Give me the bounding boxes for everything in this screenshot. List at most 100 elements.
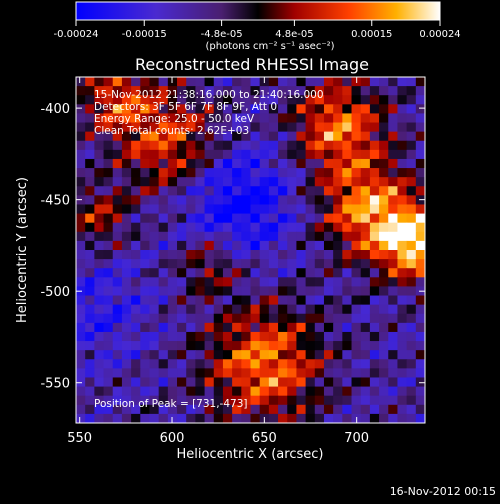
heatmap-cell [121, 195, 132, 206]
heatmap-cell [360, 158, 371, 169]
heatmap-cell [388, 113, 399, 124]
heatmap-cell [415, 395, 425, 406]
heatmap-cell [369, 395, 380, 406]
heatmap-cell [204, 259, 215, 269]
heatmap-cell [287, 377, 298, 388]
heatmap-cell [177, 177, 187, 187]
heatmap-cell [406, 95, 417, 105]
heatmap-cell [232, 149, 242, 160]
heatmap-cell [278, 122, 288, 133]
heatmap-cell [94, 113, 105, 124]
heatmap-cell [250, 368, 261, 379]
heatmap-cell [314, 368, 325, 379]
heatmap-cell [415, 250, 425, 260]
heatmap-cell [158, 77, 169, 87]
heatmap-cell [259, 350, 270, 360]
heatmap-cell [351, 386, 362, 397]
colorbar-tick-label: -0.00024 [54, 29, 99, 40]
heatmap-cell [406, 350, 417, 360]
heatmap-cell [278, 131, 288, 142]
heatmap-cell [140, 168, 151, 178]
heatmap-cell [121, 313, 132, 324]
heatmap-cell [379, 322, 389, 333]
heatmap-cell [76, 259, 86, 269]
heatmap-cell [158, 304, 169, 315]
heatmap-cell [204, 168, 215, 178]
heatmap-cell [103, 122, 114, 133]
heatmap-cell [121, 222, 132, 233]
heatmap-cell [195, 350, 206, 360]
heatmap-cell [379, 277, 389, 288]
heatmap-cell [186, 295, 196, 306]
heatmap-cell [121, 240, 132, 251]
heatmap-cell [342, 213, 353, 224]
heatmap-cell [250, 158, 261, 169]
heatmap-cell [287, 368, 298, 379]
heatmap-cell [241, 149, 252, 160]
heatmap-cell [76, 313, 86, 324]
heatmap-cell [397, 413, 408, 423]
heatmap-cell [369, 86, 380, 96]
heatmap-cell [213, 377, 224, 388]
heatmap-cell [103, 149, 114, 160]
heatmap-cell [131, 86, 141, 96]
heatmap-cell [268, 313, 279, 324]
heatmap-cell [360, 295, 371, 306]
heatmap-cell [103, 213, 114, 224]
heatmap-cell [232, 240, 242, 251]
heatmap-cell [186, 240, 196, 251]
heatmap-cell [140, 341, 151, 351]
heatmap-cell [131, 231, 141, 242]
heatmap-cell [369, 231, 380, 242]
annotation-detectors: Detectors: 3F 5F 6F 7F 8F 9F, Att 0 [94, 101, 277, 113]
heatmap-cell [379, 140, 389, 151]
heatmap-cell [140, 359, 151, 369]
heatmap-cell [121, 95, 132, 105]
heatmap-cell [342, 104, 353, 115]
heatmap-cell [397, 77, 408, 87]
heatmap-cell [76, 122, 86, 133]
heatmap-cell [186, 168, 196, 178]
heatmap-cell [76, 386, 86, 397]
heatmap-cell [369, 368, 380, 379]
heatmap-cell [167, 331, 178, 342]
heatmap-cell [94, 295, 105, 306]
heatmap-cell [351, 304, 362, 315]
heatmap-cell [287, 186, 298, 196]
heatmap-cell [287, 168, 298, 178]
heatmap-cell [131, 195, 141, 206]
heatmap-cell [287, 295, 298, 306]
heatmap-cell [397, 140, 408, 151]
heatmap-cell [131, 186, 141, 196]
heatmap-cell [131, 204, 141, 215]
heatmap-cell [158, 222, 169, 233]
heatmap-cell [195, 404, 206, 415]
heatmap-cell [213, 259, 224, 269]
heatmap-cell [204, 350, 215, 360]
heatmap-cell [232, 213, 242, 224]
heatmap-cell [379, 395, 389, 406]
heatmap-cell [415, 213, 425, 224]
heatmap-cell [167, 204, 178, 215]
heatmap-cell [314, 386, 325, 397]
heatmap-cell [314, 322, 325, 333]
heatmap-cell [415, 240, 425, 251]
y-tick-label: -550 [40, 377, 70, 392]
heatmap-cell [112, 377, 123, 388]
heatmap-cell [241, 204, 252, 215]
heatmap-cell [167, 113, 178, 124]
heatmap-cell [296, 295, 307, 306]
heatmap-cell [195, 86, 206, 96]
heatmap-cell [305, 131, 316, 142]
heatmap-cell [314, 377, 325, 388]
heatmap-cell [323, 341, 334, 351]
heatmap-cell [369, 177, 380, 187]
heatmap-cell [388, 331, 399, 342]
heatmap-cell [360, 240, 371, 251]
heatmap-cell [186, 277, 196, 288]
heatmap-cell [177, 377, 187, 388]
heatmap-cell [195, 95, 206, 105]
heatmap-cell [103, 259, 114, 269]
heatmap-cell [213, 240, 224, 251]
heatmap-cell [232, 204, 242, 215]
